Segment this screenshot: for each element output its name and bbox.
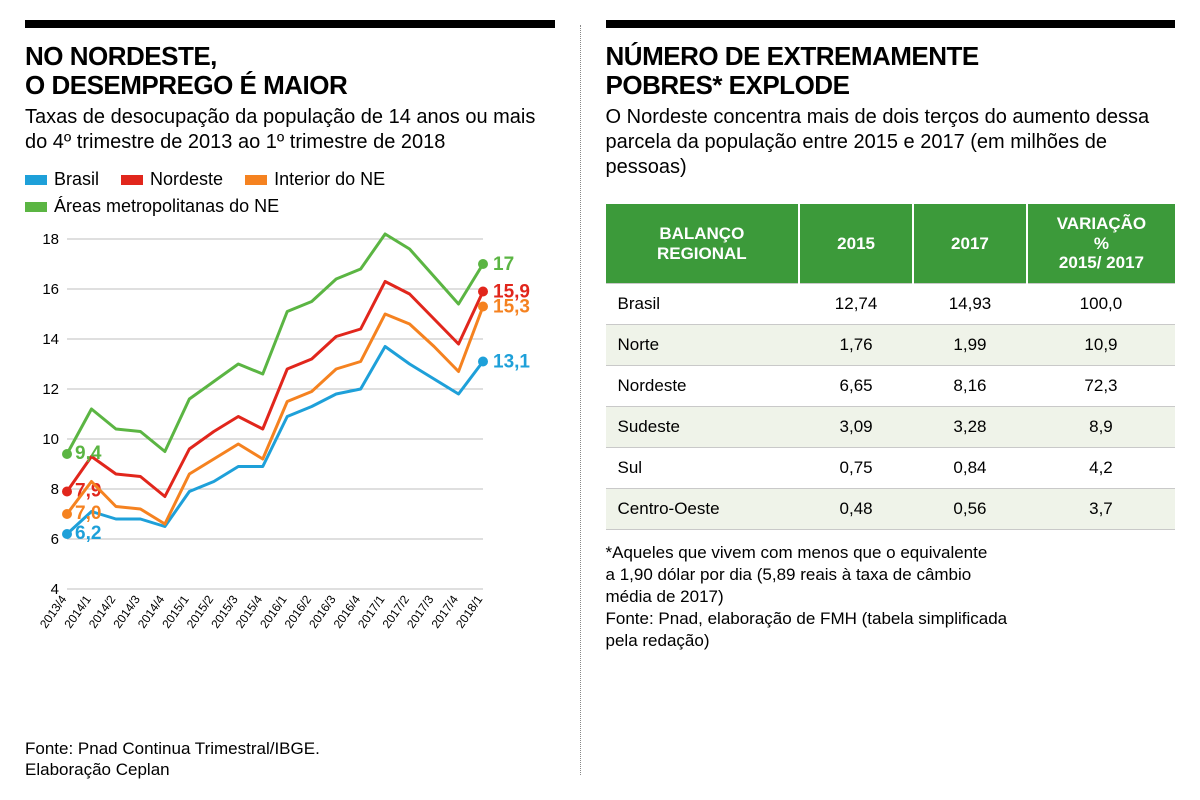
svg-text:16: 16 xyxy=(42,281,59,298)
right-subtitle: O Nordeste concentra mais de dois terços… xyxy=(606,105,1175,180)
footnote-l5: pela redação) xyxy=(606,631,710,650)
right-panel: NÚMERO DE EXTREMAMENTE POBRES* EXPLODE O… xyxy=(581,0,1200,800)
table-row: Nordeste6,658,1672,3 xyxy=(606,365,1175,406)
table-label-cell: Nordeste xyxy=(606,365,800,406)
table-header-cell: BALANÇOREGIONAL xyxy=(606,204,800,283)
table-label-cell: Centro-Oeste xyxy=(606,488,800,529)
table-row: Brasil12,7414,93100,0 xyxy=(606,283,1175,324)
legend-item: Nordeste xyxy=(121,169,223,190)
topbar-right xyxy=(606,20,1175,28)
table-value-cell: 3,28 xyxy=(913,406,1027,447)
table-value-cell: 1,76 xyxy=(799,324,913,365)
table-value-cell: 8,16 xyxy=(913,365,1027,406)
table-value-cell: 3,09 xyxy=(799,406,913,447)
table-value-cell: 0,75 xyxy=(799,447,913,488)
footnote-l1: *Aqueles que vivem com menos que o equiv… xyxy=(606,543,988,562)
legend-swatch xyxy=(25,175,47,185)
legend-swatch xyxy=(121,175,143,185)
table-value-cell: 10,9 xyxy=(1027,324,1175,365)
left-title-line2: O DESEMPREGO É MAIOR xyxy=(25,70,347,100)
svg-text:18: 18 xyxy=(42,231,59,248)
table-label-cell: Sul xyxy=(606,447,800,488)
table-value-cell: 4,2 xyxy=(1027,447,1175,488)
svg-text:8: 8 xyxy=(51,481,59,498)
table-row: Centro-Oeste0,480,563,7 xyxy=(606,488,1175,529)
svg-text:6: 6 xyxy=(51,531,59,548)
topbar-left xyxy=(25,20,555,28)
table-header-cell: 2017 xyxy=(913,204,1027,283)
svg-text:7,0: 7,0 xyxy=(75,503,101,524)
svg-text:15,3: 15,3 xyxy=(493,297,530,318)
right-title-line1: NÚMERO DE EXTREMAMENTE xyxy=(606,41,979,71)
table-row: Sudeste3,093,288,9 xyxy=(606,406,1175,447)
svg-text:10: 10 xyxy=(42,431,59,448)
right-footnote: *Aqueles que vivem com menos que o equiv… xyxy=(606,542,1175,652)
legend-item: Interior do NE xyxy=(245,169,385,190)
table-header-cell: VARIAÇÃO%2015/ 2017 xyxy=(1027,204,1175,283)
svg-text:6,2: 6,2 xyxy=(75,523,101,544)
table-value-cell: 8,9 xyxy=(1027,406,1175,447)
legend-swatch xyxy=(245,175,267,185)
line-chart: 46810121416182013/42014/12014/22014/3201… xyxy=(25,229,555,727)
table-value-cell: 12,74 xyxy=(799,283,913,324)
right-title-line2: POBRES* EXPLODE xyxy=(606,70,850,100)
svg-text:13,1: 13,1 xyxy=(493,352,530,373)
footnote-l4: Fonte: Pnad, elaboração de FMH (tabela s… xyxy=(606,609,1008,628)
svg-text:9,4: 9,4 xyxy=(75,443,102,464)
chart-svg: 46810121416182013/42014/12014/22014/3201… xyxy=(25,229,545,649)
poverty-table: BALANÇOREGIONAL20152017VARIAÇÃO%2015/ 20… xyxy=(606,204,1175,530)
left-panel: NO NORDESTE, O DESEMPREGO É MAIOR Taxas … xyxy=(0,0,580,800)
left-subtitle: Taxas de desocupação da população de 14 … xyxy=(25,105,555,155)
chart-legend: Brasil Nordeste Interior do NE Áreas metrop… xyxy=(25,169,555,217)
footnote-l2: a 1,90 dólar por dia (5,89 reais à taxa … xyxy=(606,565,972,584)
table-value-cell: 72,3 xyxy=(1027,365,1175,406)
table-value-cell: 100,0 xyxy=(1027,283,1175,324)
table-label-cell: Norte xyxy=(606,324,800,365)
svg-text:12: 12 xyxy=(42,381,59,398)
legend-swatch xyxy=(25,202,47,212)
footnote-l3: média de 2017) xyxy=(606,587,724,606)
legend-item: Áreas metropolitanas do NE xyxy=(25,196,279,217)
svg-text:17: 17 xyxy=(493,254,514,275)
table-value-cell: 0,84 xyxy=(913,447,1027,488)
table-value-cell: 14,93 xyxy=(913,283,1027,324)
left-source-line1: Fonte: Pnad Continua Trimestral/IBGE. xyxy=(25,739,320,758)
table-label-cell: Brasil xyxy=(606,283,800,324)
legend-label: Áreas metropolitanas do NE xyxy=(54,196,279,217)
table-value-cell: 3,7 xyxy=(1027,488,1175,529)
svg-text:14: 14 xyxy=(42,331,59,348)
svg-text:2018/1: 2018/1 xyxy=(453,593,486,631)
left-title-line1: NO NORDESTE, xyxy=(25,41,217,71)
table-label-cell: Sudeste xyxy=(606,406,800,447)
table-row: Norte1,761,9910,9 xyxy=(606,324,1175,365)
table-value-cell: 0,48 xyxy=(799,488,913,529)
legend-item: Brasil xyxy=(25,169,99,190)
legend-label: Interior do NE xyxy=(274,169,385,190)
table-value-cell: 0,56 xyxy=(913,488,1027,529)
right-title: NÚMERO DE EXTREMAMENTE POBRES* EXPLODE xyxy=(606,42,1175,99)
left-source-line2: Elaboração Ceplan xyxy=(25,760,170,779)
legend-label: Nordeste xyxy=(150,169,223,190)
legend-label: Brasil xyxy=(54,169,99,190)
left-source: Fonte: Pnad Continua Trimestral/IBGE. El… xyxy=(25,738,555,781)
table-value-cell: 6,65 xyxy=(799,365,913,406)
left-title: NO NORDESTE, O DESEMPREGO É MAIOR xyxy=(25,42,555,99)
table-row: Sul0,750,844,2 xyxy=(606,447,1175,488)
table-header-cell: 2015 xyxy=(799,204,913,283)
table-value-cell: 1,99 xyxy=(913,324,1027,365)
